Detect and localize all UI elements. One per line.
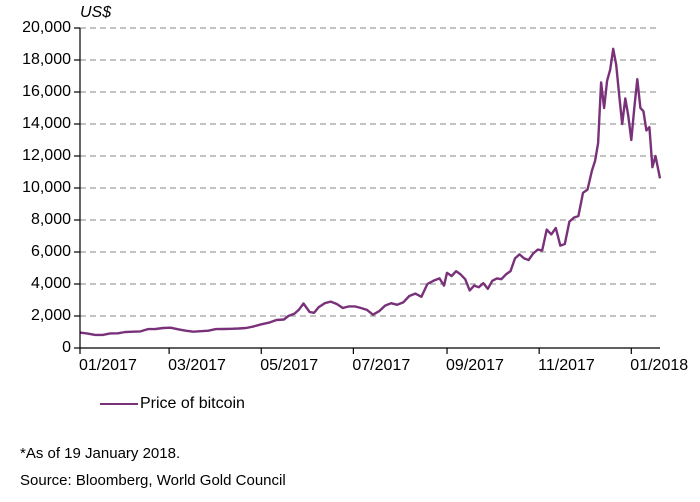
chart-wrapper: US$ 02,0004,0006,0008,00010,00012,00014,… [0, 0, 700, 502]
y-tick-label: 14,000 [22, 115, 71, 133]
y-tick-label: 8,000 [31, 211, 71, 229]
x-tick-label: 09/2017 [446, 357, 504, 375]
legend-label: Price of bitcoin [140, 395, 245, 413]
x-tick-label: 07/2017 [352, 357, 410, 375]
y-tick-label: 6,000 [31, 243, 71, 261]
plot-area: 0 2,000 4,000 6,000 8,000 10,000 12,000 14,000 1… [0, 0, 700, 420]
y-tick-label: 4,000 [31, 275, 71, 293]
legend: Price of bitcoin [100, 395, 245, 413]
footnote-asof: *As of 19 January 2018. [20, 445, 180, 462]
y-tick-label: 18,000 [22, 51, 71, 69]
x-tick-label: 05/2017 [260, 357, 318, 375]
legend-line-icon [100, 403, 138, 405]
y-tick-label: 12,000 [22, 147, 71, 165]
y-tick-label: 10,000 [22, 179, 71, 197]
y-tick-label: 16,000 [22, 83, 71, 101]
y-tick-label: 20,000 [22, 19, 71, 37]
footnote-source: Source: Bloomberg, World Gold Council [20, 472, 286, 489]
x-tick-label: 01/2017 [79, 357, 137, 375]
y-tick-label: 2,000 [31, 307, 71, 325]
x-tick-label: 03/2017 [168, 357, 226, 375]
y-tick-label: 0 [62, 339, 71, 357]
x-tick-label: 01/2018 [630, 357, 688, 375]
x-tick-label: 11/2017 [538, 357, 595, 375]
